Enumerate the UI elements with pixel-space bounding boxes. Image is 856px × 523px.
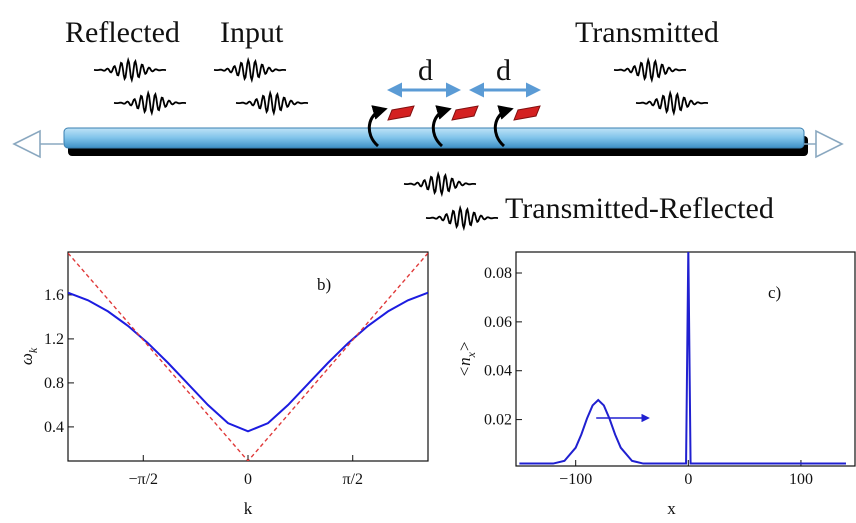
- y-tick-label: 0.06: [484, 314, 512, 331]
- label-transmitted-reflected: Transmitted-Reflected: [505, 192, 774, 225]
- emitter: [513, 105, 541, 121]
- panel-label: c): [768, 283, 781, 302]
- coupling-arrow: [367, 105, 388, 148]
- panel-label: b): [317, 275, 331, 294]
- wave-packet: [213, 56, 287, 84]
- wave-packet: [613, 56, 687, 84]
- plot-frame: [67, 251, 429, 462]
- x-axis-label: k: [244, 499, 253, 518]
- data-line: [68, 252, 428, 461]
- y-tick-label: 0.8: [44, 375, 64, 392]
- y-tick-label: 0.08: [484, 265, 512, 282]
- wave-packet: [635, 89, 709, 117]
- x-tick-label: 100: [789, 471, 813, 488]
- y-axis-label-part: <n: [455, 357, 474, 377]
- data-line: [68, 291, 428, 433]
- x-tick-label: 0: [244, 471, 252, 488]
- y-tick-label: 0.04: [484, 363, 512, 380]
- coupling-arrow: [431, 105, 452, 148]
- wave-packet: [235, 89, 309, 117]
- x-tick-label: −100: [559, 471, 592, 488]
- y-tick-label: 1.2: [44, 331, 64, 348]
- wave-packet: [425, 204, 499, 232]
- y-tick-label: 0.02: [484, 412, 512, 429]
- wave-packet: [113, 89, 187, 117]
- label-transmitted: Transmitted: [575, 16, 719, 49]
- y-tick-label: 1.6: [44, 287, 64, 304]
- data-line: [519, 252, 846, 465]
- y-axis-label-part: ω: [17, 353, 36, 365]
- y-axis-label-part: k: [26, 347, 40, 353]
- emitter: [387, 105, 415, 121]
- y-axis-label: ωk: [17, 347, 40, 365]
- emitters: [367, 105, 541, 148]
- y-axis-label-part: >: [455, 341, 474, 352]
- label-d: d: [418, 54, 433, 87]
- coupling-arrow: [493, 105, 514, 148]
- emitter: [451, 105, 479, 121]
- x-tick-label: 0: [684, 471, 692, 488]
- wave-packets: [93, 56, 709, 232]
- x-tick-label: π/2: [342, 471, 363, 488]
- wave-packet: [93, 56, 167, 84]
- charts: 0.40.81.21.6−π/2 0 π/2kωkb)0.020.040.060.0…: [17, 251, 856, 518]
- y-axis-label-part: x: [464, 351, 478, 358]
- wave-packet: [403, 170, 477, 198]
- right-port: [804, 129, 844, 159]
- x-axis-label: x: [667, 499, 676, 518]
- label-d: d: [496, 54, 511, 87]
- plot-frame: [515, 251, 856, 467]
- y-axis-label: <nx>: [455, 341, 478, 378]
- diagram: Reflected Input Transmitted Transmitted-…: [12, 16, 844, 232]
- left-port: [12, 129, 64, 159]
- label-reflected: Reflected: [65, 16, 180, 49]
- label-input: Input: [220, 16, 284, 49]
- y-tick-label: 0.4: [44, 419, 64, 436]
- x-tick-label: −π/2: [129, 471, 159, 488]
